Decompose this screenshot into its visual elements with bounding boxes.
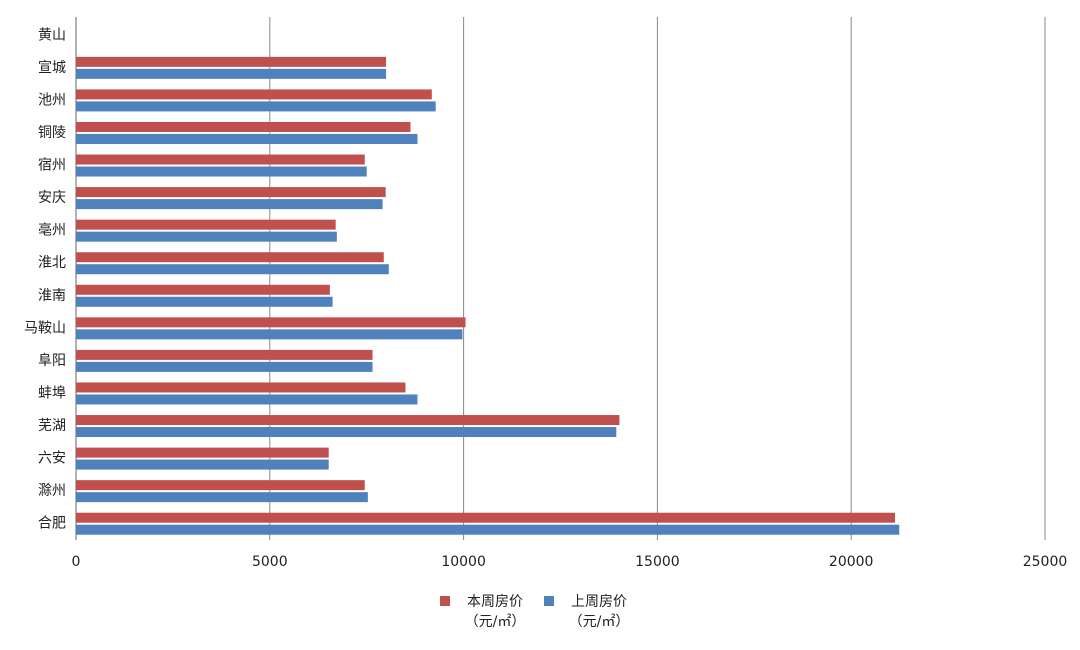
bar xyxy=(76,252,384,263)
bar xyxy=(76,317,466,328)
bar xyxy=(76,427,617,438)
legend: 本周房价（元/㎡） 上周房价（元/㎡） xyxy=(440,592,640,632)
legend-label: 本周房价（元/㎡） xyxy=(464,594,526,630)
bar xyxy=(76,329,463,340)
bar xyxy=(76,154,365,165)
x-tick-label: 5000 xyxy=(252,554,288,570)
bar xyxy=(76,492,368,503)
bar xyxy=(76,121,411,132)
y-tick-label: 滁州 xyxy=(38,483,66,499)
x-tick-label: 25000 xyxy=(1023,554,1068,570)
y-tick-label: 池州 xyxy=(38,92,66,108)
bar xyxy=(76,133,418,144)
bar xyxy=(76,415,620,426)
y-tick-label: 淮南 xyxy=(38,288,66,304)
bar xyxy=(76,89,432,100)
bar xyxy=(76,459,329,470)
y-tick-label: 六安 xyxy=(38,451,66,467)
y-tick-label: 合肥 xyxy=(38,516,66,532)
bar xyxy=(76,447,329,458)
y-tick-label: 宣城 xyxy=(38,60,66,76)
bar xyxy=(76,166,367,177)
bar xyxy=(76,219,336,230)
y-tick-label: 芜湖 xyxy=(38,417,66,434)
y-tick-label: 黄山 xyxy=(38,26,66,43)
bar xyxy=(76,187,386,198)
legend-item: 上周房价（元/㎡） xyxy=(544,592,640,632)
bar xyxy=(76,231,337,242)
y-tick-label: 宿州 xyxy=(38,157,66,174)
legend-swatch xyxy=(544,596,554,606)
x-tick-label: 20000 xyxy=(829,554,874,570)
bar xyxy=(76,284,330,295)
y-tick-label: 铜陵 xyxy=(38,125,66,141)
y-tick-label: 蚌埠 xyxy=(38,384,66,401)
bar xyxy=(76,68,387,79)
bar xyxy=(76,101,436,112)
y-tick-label: 亳州 xyxy=(38,222,66,239)
bar xyxy=(76,264,389,275)
y-tick-label: 淮北 xyxy=(38,255,66,271)
bar xyxy=(76,56,387,67)
x-tick-label: 15000 xyxy=(635,554,680,570)
y-tick-label: 阜阳 xyxy=(38,352,66,369)
bar xyxy=(76,382,406,393)
bar xyxy=(76,361,373,372)
x-tick-label: 10000 xyxy=(441,554,486,570)
x-tick-label: 0 xyxy=(72,554,81,570)
legend-label: 上周房价（元/㎡） xyxy=(568,594,630,630)
bar xyxy=(76,394,418,405)
bar xyxy=(76,296,333,307)
bar xyxy=(76,349,373,360)
bar xyxy=(76,512,895,523)
bar xyxy=(76,199,383,210)
y-tick-label: 安庆 xyxy=(38,190,66,206)
legend-item: 本周房价（元/㎡） xyxy=(440,592,536,632)
bar xyxy=(76,524,900,535)
bar xyxy=(76,480,365,491)
legend-swatch xyxy=(440,596,450,606)
y-tick-label: 马鞍山 xyxy=(24,320,66,336)
